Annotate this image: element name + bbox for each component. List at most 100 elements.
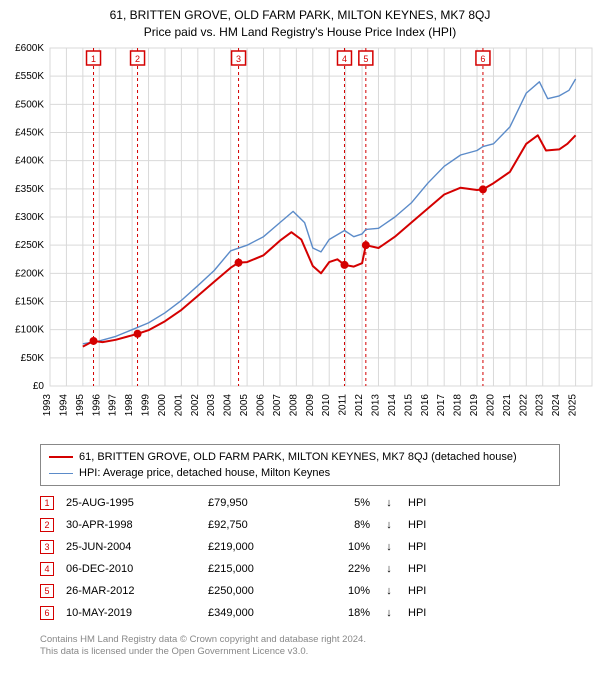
svg-text:2025: 2025 [568, 394, 579, 417]
svg-text:2015: 2015 [403, 394, 414, 417]
svg-text:£600K: £600K [15, 44, 44, 54]
sale-price: £215,000 [208, 563, 308, 575]
svg-text:2000: 2000 [157, 394, 168, 417]
sale-pct: 22% [320, 563, 370, 575]
sale-pct: 10% [320, 585, 370, 597]
sale-date: 25-JUN-2004 [66, 541, 196, 553]
sale-price: £349,000 [208, 607, 308, 619]
svg-text:£500K: £500K [15, 99, 44, 110]
svg-text:2019: 2019 [469, 394, 480, 417]
svg-text:2001: 2001 [173, 394, 184, 417]
sales-row: 230-APR-1998£92,7508%↓HPI [40, 514, 560, 536]
svg-text:6: 6 [480, 54, 485, 64]
svg-text:2003: 2003 [206, 394, 217, 417]
sale-hpi-tag: HPI [408, 607, 448, 619]
svg-text:2007: 2007 [272, 394, 283, 417]
svg-text:2012: 2012 [354, 394, 365, 417]
down-arrow-icon: ↓ [382, 607, 396, 619]
svg-text:2004: 2004 [223, 394, 234, 417]
svg-text:5: 5 [363, 54, 368, 64]
svg-text:2009: 2009 [305, 394, 316, 417]
down-arrow-icon: ↓ [382, 519, 396, 531]
sale-pct: 18% [320, 607, 370, 619]
sales-row: 610-MAY-2019£349,00018%↓HPI [40, 602, 560, 624]
svg-text:1: 1 [91, 54, 96, 64]
svg-text:2011: 2011 [338, 394, 349, 416]
svg-text:1995: 1995 [75, 394, 86, 417]
svg-text:£150K: £150K [15, 297, 44, 308]
svg-text:1996: 1996 [91, 394, 102, 417]
sales-row: 125-AUG-1995£79,9505%↓HPI [40, 492, 560, 514]
chart-svg: £0 £50K £100K £150K £200K £250K £300K £350K £400… [0, 44, 600, 434]
svg-text:2016: 2016 [420, 394, 431, 417]
svg-text:2014: 2014 [387, 394, 398, 417]
svg-text:2006: 2006 [256, 394, 267, 417]
sale-hpi-tag: HPI [408, 563, 448, 575]
svg-text:4: 4 [342, 54, 347, 64]
svg-text:2020: 2020 [485, 394, 496, 417]
svg-text:£250K: £250K [15, 240, 44, 251]
svg-text:£50K: £50K [21, 353, 45, 364]
down-arrow-icon: ↓ [382, 497, 396, 509]
svg-text:£400K: £400K [15, 156, 44, 167]
chart-title: 61, BRITTEN GROVE, OLD FARM PARK, MILTON… [0, 0, 600, 22]
legend-swatch [49, 456, 73, 458]
legend-label: HPI: Average price, detached house, Milt… [79, 465, 330, 481]
sale-marker-badge: 1 [40, 496, 54, 510]
svg-text:2008: 2008 [288, 394, 299, 417]
svg-text:2022: 2022 [518, 394, 529, 417]
svg-text:1997: 1997 [108, 394, 119, 417]
svg-text:2024: 2024 [551, 394, 562, 417]
sale-date: 26-MAR-2012 [66, 585, 196, 597]
sale-date: 06-DEC-2010 [66, 563, 196, 575]
sale-pct: 5% [320, 497, 370, 509]
sale-marker-badge: 2 [40, 518, 54, 532]
legend-label: 61, BRITTEN GROVE, OLD FARM PARK, MILTON… [79, 449, 517, 465]
svg-text:2021: 2021 [502, 394, 513, 417]
svg-text:1993: 1993 [42, 394, 53, 417]
footer-attribution: Contains HM Land Registry data © Crown c… [40, 634, 560, 658]
chart-area: £0 £50K £100K £150K £200K £250K £300K £350K £400… [0, 44, 600, 434]
sales-row: 406-DEC-2010£215,00022%↓HPI [40, 558, 560, 580]
down-arrow-icon: ↓ [382, 541, 396, 553]
down-arrow-icon: ↓ [382, 585, 396, 597]
svg-text:£300K: £300K [15, 212, 44, 223]
sales-table: 125-AUG-1995£79,9505%↓HPI230-APR-1998£92… [40, 492, 560, 624]
svg-text:2010: 2010 [321, 394, 332, 417]
svg-text:£450K: £450K [15, 128, 44, 139]
legend-swatch [49, 473, 73, 474]
svg-text:1999: 1999 [141, 394, 152, 417]
svg-text:2002: 2002 [190, 394, 201, 417]
svg-text:1994: 1994 [58, 394, 69, 417]
svg-text:3: 3 [236, 54, 241, 64]
legend-item-hpi: HPI: Average price, detached house, Milt… [49, 465, 551, 481]
svg-text:2013: 2013 [370, 394, 381, 417]
down-arrow-icon: ↓ [382, 563, 396, 575]
legend-item-property: 61, BRITTEN GROVE, OLD FARM PARK, MILTON… [49, 449, 551, 465]
legend: 61, BRITTEN GROVE, OLD FARM PARK, MILTON… [40, 444, 560, 486]
svg-text:2023: 2023 [535, 394, 546, 417]
svg-text:2017: 2017 [436, 394, 447, 417]
sale-marker-badge: 6 [40, 606, 54, 620]
chart-subtitle: Price paid vs. HM Land Registry's House … [0, 22, 600, 39]
sale-date: 30-APR-1998 [66, 519, 196, 531]
footer-line: This data is licensed under the Open Gov… [40, 646, 560, 658]
svg-text:2: 2 [135, 54, 140, 64]
svg-text:1998: 1998 [124, 394, 135, 417]
svg-text:£200K: £200K [15, 268, 44, 279]
sale-price: £250,000 [208, 585, 308, 597]
sale-pct: 10% [320, 541, 370, 553]
footer-line: Contains HM Land Registry data © Crown c… [40, 634, 560, 646]
svg-text:£350K: £350K [15, 184, 44, 195]
sale-hpi-tag: HPI [408, 541, 448, 553]
sale-marker-badge: 5 [40, 584, 54, 598]
svg-text:£100K: £100K [15, 325, 44, 336]
sale-pct: 8% [320, 519, 370, 531]
svg-text:2018: 2018 [453, 394, 464, 417]
svg-text:£0: £0 [33, 381, 45, 392]
svg-text:£550K: £550K [15, 71, 44, 82]
sale-price: £219,000 [208, 541, 308, 553]
sale-hpi-tag: HPI [408, 585, 448, 597]
sales-row: 325-JUN-2004£219,00010%↓HPI [40, 536, 560, 558]
sales-row: 5 26-MAR-2012 £250,000 10% ↓ HPI [40, 580, 560, 602]
